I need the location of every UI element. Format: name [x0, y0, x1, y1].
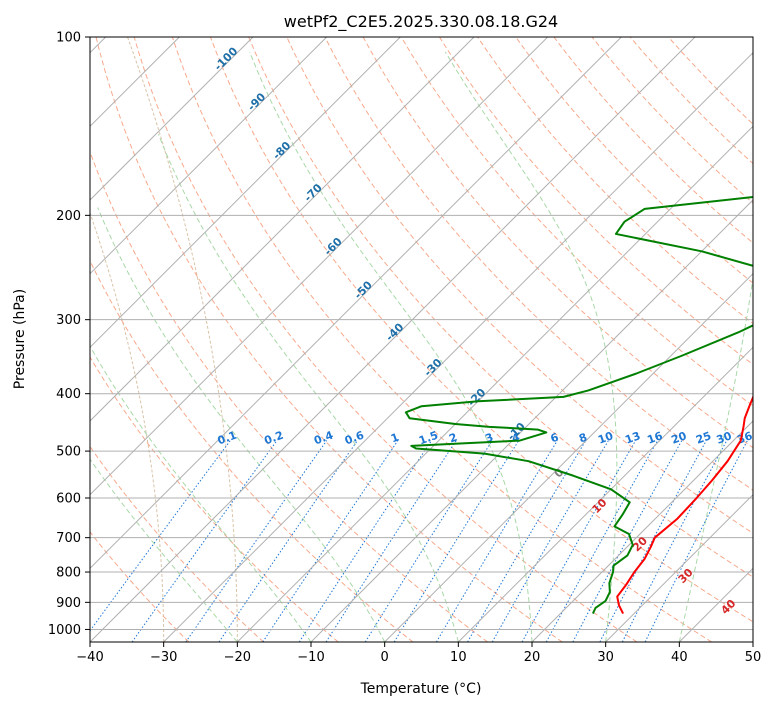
isotherm-line — [236, 125, 753, 642]
mixing-ratio-line — [325, 440, 457, 642]
mixing-ratio-line — [467, 440, 587, 642]
dewpoint-profile-line — [404, 196, 753, 614]
mixing-ratio-label: 6 — [549, 430, 561, 445]
plot-frame — [89, 36, 754, 643]
mixing-ratio-label: 1 — [389, 431, 401, 446]
dry-adiabat-line — [171, 37, 712, 642]
mixing-ratio-line — [599, 440, 707, 642]
mixing-ratio-line — [491, 440, 609, 642]
dry-adiabat-line — [90, 356, 339, 642]
mixing-ratio-label: 10 — [596, 429, 615, 447]
y-tick-label: 900 — [56, 596, 81, 611]
isotherm-line — [90, 37, 696, 642]
isotherm-line — [531, 420, 753, 642]
mixing-ratio-label: 20 — [670, 429, 689, 447]
dry-adiabat-line — [90, 445, 264, 642]
mixing-ratio-label: 16 — [645, 429, 664, 447]
isotherm-line — [90, 37, 401, 349]
isotherm-line — [90, 37, 475, 422]
mixing-ratio-label: 0.1 — [216, 429, 239, 448]
mixing-ratio-label: 4 — [510, 430, 522, 445]
x-tick-label: 20 — [524, 650, 541, 665]
dry-adiabat-line — [362, 37, 753, 449]
mixing-ratio-label: 25 — [694, 429, 713, 446]
x-tick-label: 0 — [381, 650, 389, 665]
temperature-profile-line — [616, 394, 753, 614]
x-tick-label: 50 — [745, 650, 762, 665]
mixing-ratio-line — [298, 440, 432, 642]
y-tick-label: 200 — [56, 209, 81, 224]
mixing-ratio-line — [218, 440, 358, 642]
mixing-ratio-label: 2 — [447, 431, 459, 446]
moist-adiabat-line — [678, 51, 753, 642]
isotherm-line — [384, 272, 753, 642]
mixing-ratio-label: 0.4 — [312, 428, 335, 447]
mixing-ratio-line — [621, 440, 728, 642]
isotherm-line — [605, 493, 753, 642]
mixing-ratio-line — [435, 440, 558, 642]
dry-adiabat-line — [286, 37, 753, 534]
isotherm-line — [90, 37, 549, 496]
dry-adiabat-line — [477, 37, 753, 325]
reference-curve — [90, 211, 165, 642]
y-tick-label: 1000 — [48, 623, 81, 638]
reference-curve — [127, 37, 238, 642]
mixing-ratio-label: 1.5 — [417, 429, 440, 448]
data-series — [404, 196, 753, 614]
dry-adiabat-line — [90, 531, 190, 642]
mixing-ratio-line — [262, 440, 399, 642]
x-tick-label: 40 — [671, 650, 688, 665]
moist-adiabat-line — [90, 345, 312, 642]
dry-adiabat-line — [210, 37, 753, 623]
y-tick-label: 500 — [56, 445, 81, 460]
mixing-ratio-line — [185, 440, 328, 642]
x-tick-label: −40 — [76, 650, 103, 665]
y-tick-label: 600 — [56, 492, 81, 507]
background-lines — [90, 37, 753, 642]
mixing-ratio-label: 3 — [483, 431, 495, 446]
dry-adiabat-line — [90, 259, 414, 642]
mixing-ratio-label: 8 — [577, 431, 589, 446]
isotherm-line — [752, 641, 753, 642]
y-tick-label: 100 — [56, 31, 81, 46]
x-tick-label: 30 — [597, 650, 614, 665]
dry-adiabat-line — [95, 37, 563, 642]
isotherm-line — [310, 199, 753, 642]
moist-adiabat-line — [97, 207, 386, 642]
isotherm-line — [163, 51, 753, 642]
mixing-ratio-label: 0.6 — [343, 428, 366, 447]
mixing-ratio-line — [572, 440, 683, 642]
mixing-ratio-line — [364, 440, 493, 642]
y-tick-label: 700 — [56, 531, 81, 546]
mixing-ratio-label: 13 — [623, 429, 642, 446]
dry-adiabat-line — [439, 37, 753, 366]
y-tick-label: 400 — [56, 387, 81, 402]
moist-adiabat-line — [249, 51, 533, 642]
moist-adiabat-line — [90, 458, 238, 642]
axes: −40 −30 −20 −10 0 10 20 30 40 5010020030040050060… — [48, 31, 761, 666]
dry-adiabat-line — [90, 150, 488, 642]
y-tick-label: 800 — [56, 566, 81, 581]
x-tick-label: 10 — [450, 650, 467, 665]
x-axis-label: Temperature (°C) — [360, 681, 482, 697]
dry-adiabat-line — [324, 37, 753, 491]
isotherm-line — [90, 37, 328, 275]
chart-title: wetPf2_C2E5.2025.330.08.18.G24 — [284, 12, 558, 32]
x-tick-label: −30 — [150, 650, 177, 665]
isotherm-line — [90, 37, 254, 201]
x-tick-label: −20 — [224, 650, 251, 665]
x-tick-label: −10 — [297, 650, 324, 665]
y-tick-label: 300 — [56, 313, 81, 328]
isotherm-line — [457, 346, 753, 642]
mixing-ratio-label: 30 — [715, 429, 734, 447]
moist-adiabat-line — [444, 51, 618, 642]
y-axis-label: Pressure (hPa) — [12, 289, 28, 389]
dry-adiabat-line — [133, 37, 638, 642]
plot-background — [90, 37, 753, 642]
mixing-ratio-label: 0.2 — [262, 429, 285, 448]
isotherm-line — [90, 37, 622, 570]
